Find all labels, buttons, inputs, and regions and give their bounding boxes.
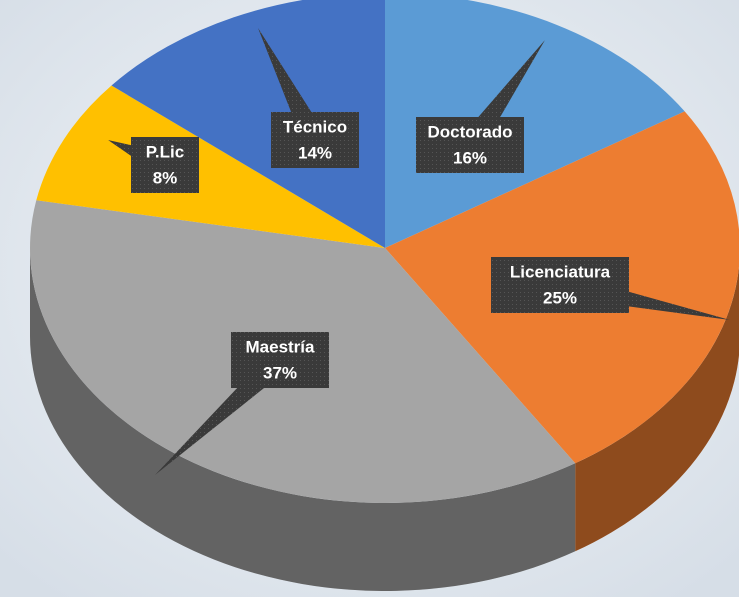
slice-side [30,248,576,591]
label-box [131,137,199,193]
slice-side [575,266,739,552]
label-category: Maestría [246,337,316,356]
label-box [491,257,629,313]
slice-side-shade [30,248,576,591]
slice-side-shade [575,266,739,552]
pie-top [30,0,739,503]
label-value: 16% [453,148,487,167]
label-box [231,332,329,388]
label-value: 14% [298,143,332,162]
label-value: 37% [263,363,297,382]
label-category: P.Lic [146,142,184,161]
label-box [271,112,359,168]
slice [36,85,386,248]
label-category: Licenciatura [510,262,611,281]
label-value: 25% [543,288,577,307]
slice [111,0,385,248]
label-category: Doctorado [428,122,513,141]
label-value: 8% [153,168,178,187]
slice [385,0,685,248]
data-labels: Doctorado 16% Licenciatura 25% Maestría 37% P.… [108,28,730,475]
pie-sides [30,248,739,591]
label-box [416,117,524,173]
label-category: Técnico [283,117,347,136]
